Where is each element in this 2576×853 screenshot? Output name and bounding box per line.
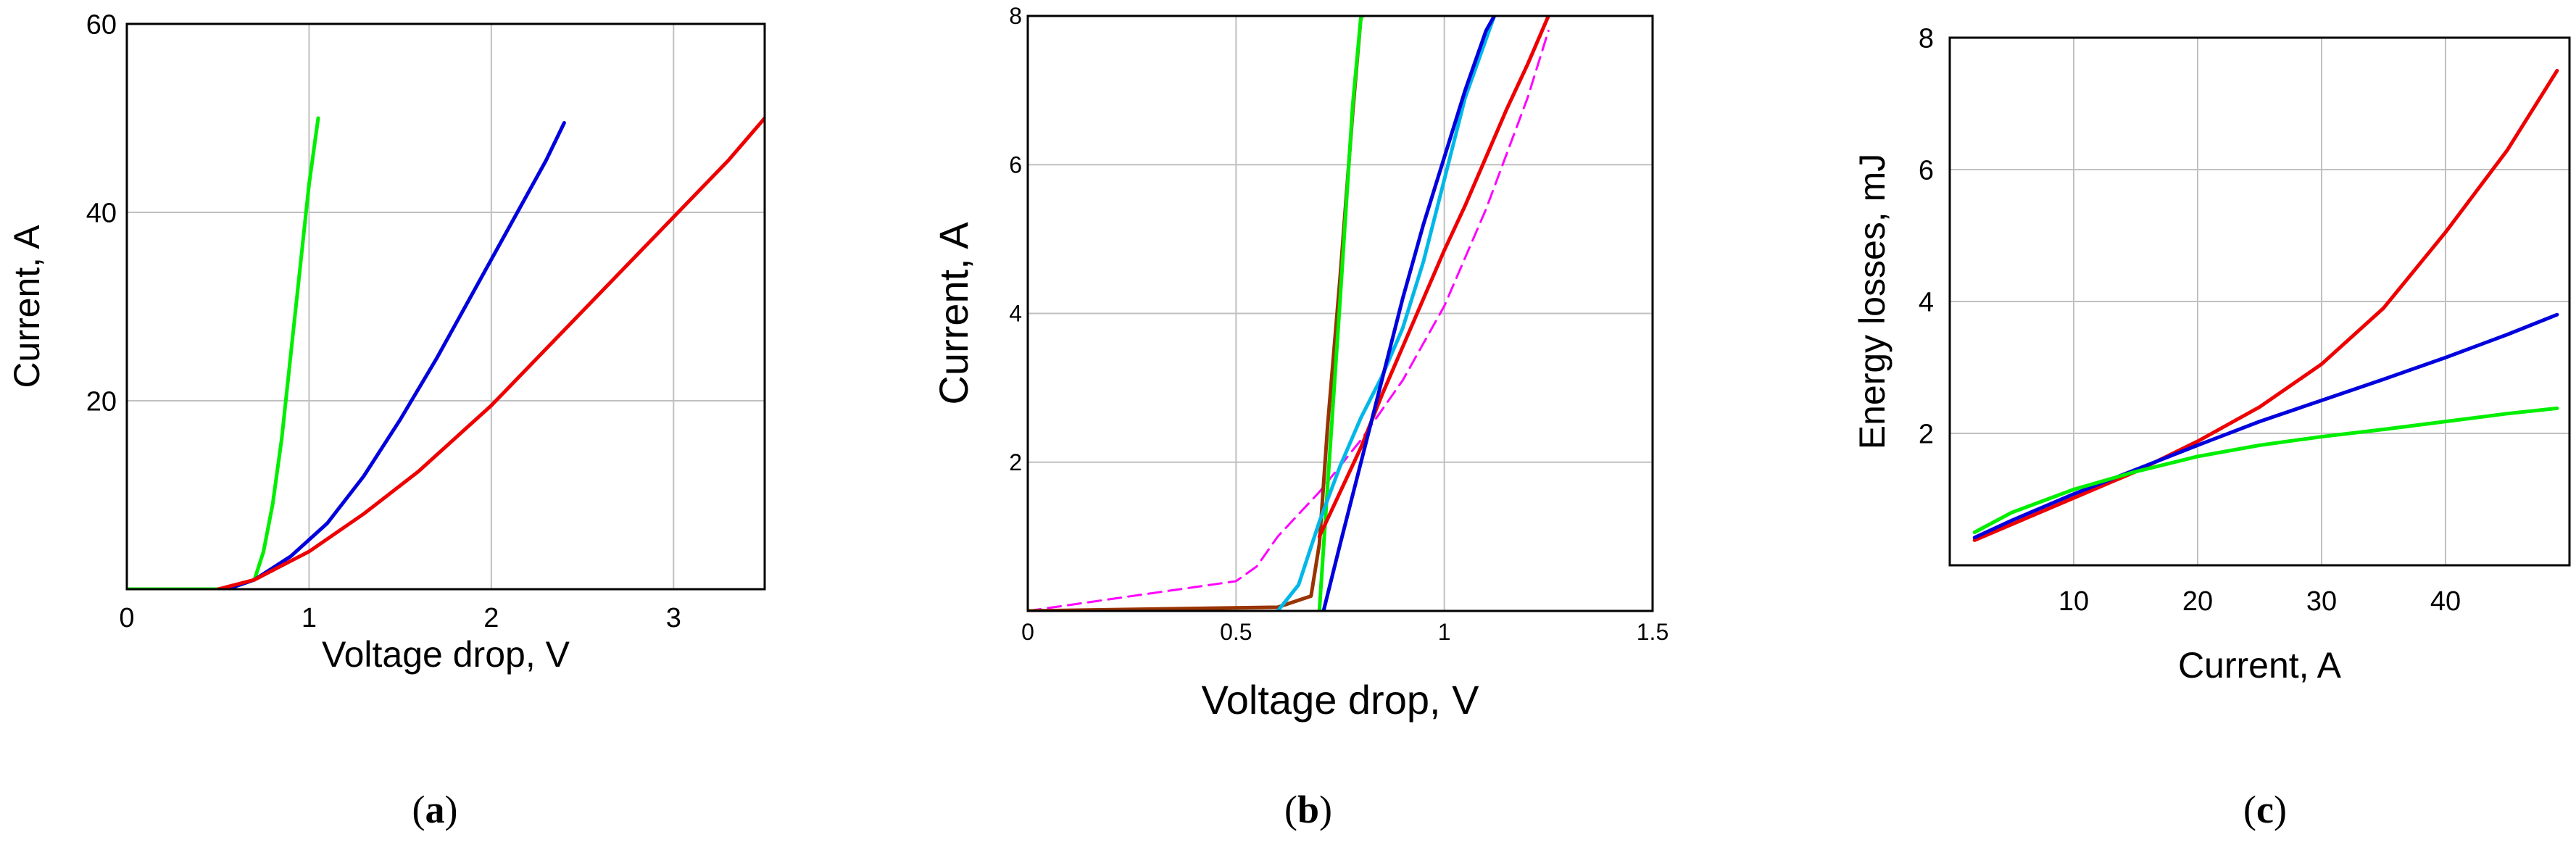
x-tick-label: 0 [119, 603, 134, 633]
series-group [1028, 16, 1550, 611]
x-tick-label: 40 [2430, 586, 2461, 617]
y-tick-label: 8 [1009, 3, 1022, 29]
x-axis-label: Voltage drop, V [1202, 677, 1480, 723]
chart-b: 0 0.5 1 1.5 2 4 6 8 Voltage drop, V Current, A (b) [931, 3, 1669, 831]
y-axis-label: Current, A [7, 225, 47, 388]
y-tick-label: 6 [1919, 155, 1934, 186]
series-line-blue [225, 121, 566, 589]
chart-a: 0 1 2 3 20 40 60 Voltage drop, V Current, A (a) [7, 9, 766, 831]
panel-caption: (b) [1284, 788, 1332, 831]
series-line-green [1972, 406, 2559, 534]
y-tick-label: 40 [86, 198, 117, 228]
chart-c: 10 20 30 40 2 4 6 8 Current, A Energy losses, mJ (… [1852, 23, 2571, 831]
x-tick-label: 3 [666, 603, 681, 633]
y-tick-label: 8 [1919, 23, 1934, 54]
series-line-blue [1321, 16, 1497, 611]
y-axis-label: Current, A [931, 222, 976, 405]
x-tick-label: 1 [302, 603, 317, 633]
y-tick-label: 4 [1009, 301, 1022, 327]
series-group [1972, 69, 2559, 542]
plot-frame [1948, 36, 2571, 567]
x-tick-label: 0 [1021, 619, 1034, 645]
x-tick-label: 1.5 [1637, 619, 1669, 645]
x-tick-label: 20 [2182, 586, 2213, 617]
panel-caption: (a) [412, 788, 458, 831]
series-line-green [127, 116, 320, 589]
x-tick-label: 1 [1438, 619, 1451, 645]
panel-letter: c [2256, 788, 2274, 831]
plot-frame [1026, 14, 1654, 612]
plot-frame [125, 22, 766, 591]
x-axis-label: Current, A [2178, 645, 2342, 686]
series-line-magenta [1028, 30, 1550, 611]
y-tick-label: 6 [1009, 151, 1022, 178]
y-tick-label: 2 [1919, 419, 1934, 449]
y-tick-label: 20 [86, 386, 117, 417]
series-group [127, 116, 765, 589]
series-line-red [1972, 69, 2559, 542]
x-tick-label: 10 [2058, 586, 2089, 617]
x-tick-label: 30 [2306, 586, 2337, 617]
series-line-red [1317, 16, 1550, 538]
panel-letter: b [1297, 788, 1319, 831]
x-tick-label: 0.5 [1220, 619, 1252, 645]
series-line-red [216, 116, 765, 589]
panel-caption: (c) [2243, 788, 2287, 831]
x-tick-label: 2 [483, 603, 499, 633]
y-tick-label: 2 [1009, 449, 1022, 475]
panel-letter: a [425, 788, 445, 831]
y-axis-label: Energy losses, mJ [1852, 154, 1892, 449]
y-tick-label: 4 [1919, 287, 1934, 317]
x-axis-label: Voltage drop, V [322, 634, 570, 675]
y-tick-label: 60 [86, 9, 117, 40]
series-line-blue [1972, 312, 2559, 540]
